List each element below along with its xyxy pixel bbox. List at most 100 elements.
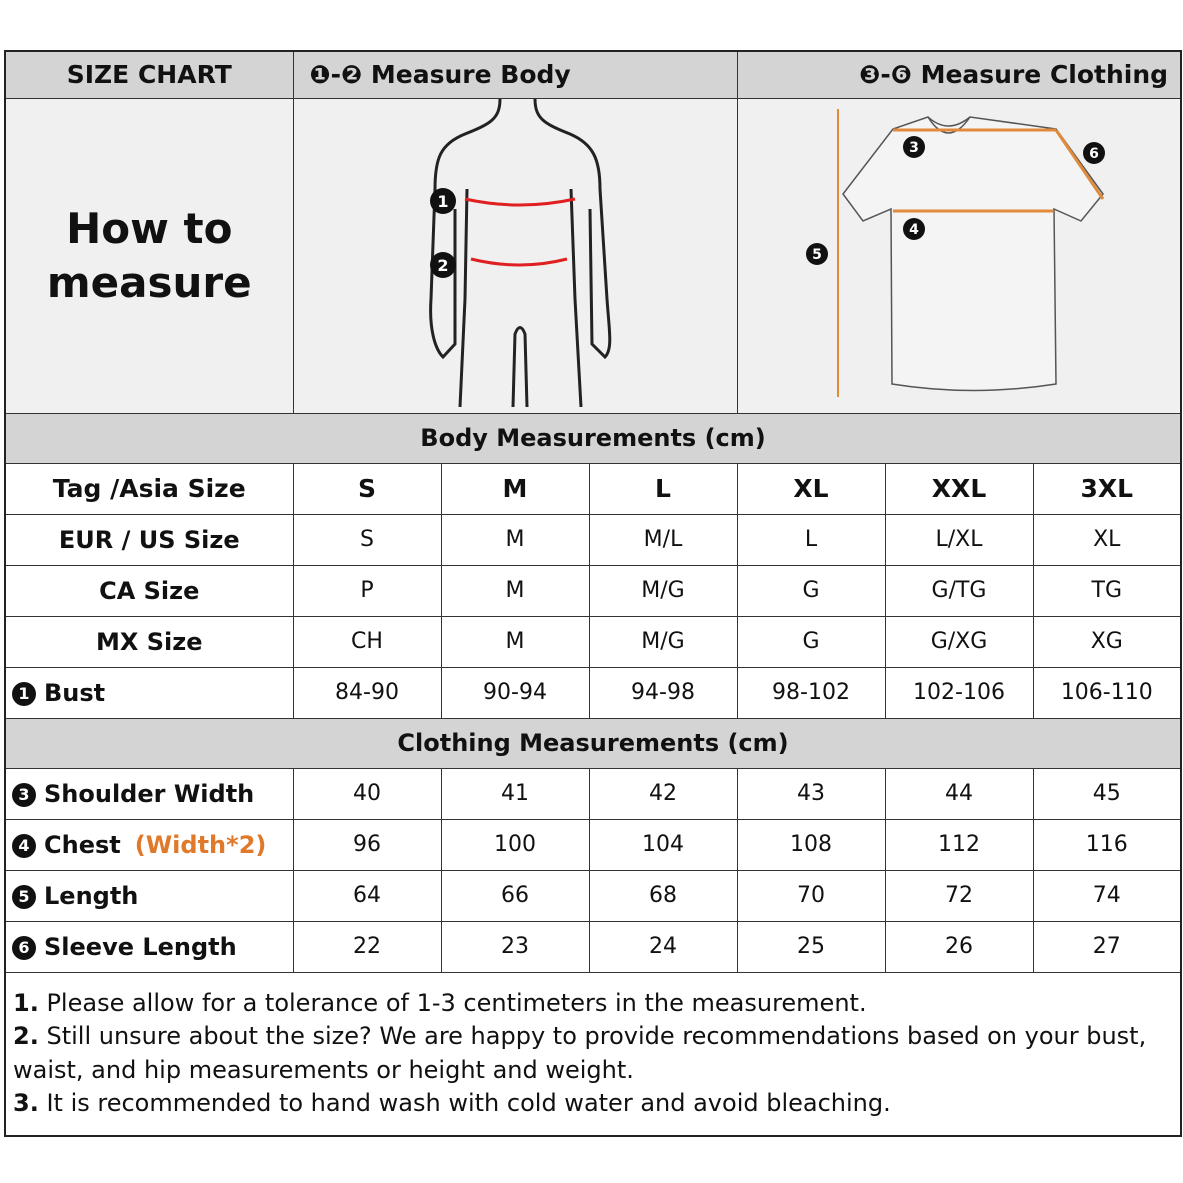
table-cell: M xyxy=(440,462,590,515)
table-cell: M/G xyxy=(588,615,738,668)
note-item: 1. Please allow for a tolerance of 1-3 c… xyxy=(13,987,1173,1021)
table-cell: 43 xyxy=(736,767,886,820)
how-to-measure: How to measure xyxy=(46,203,252,307)
size-chart-table: SIZE CHART ❶-❷ Measure Body ❸-❻ Measure … xyxy=(4,50,1183,1137)
table-cell: 112 xyxy=(884,818,1034,871)
table-cell: 94-98 xyxy=(588,666,738,719)
table-row: CA Size P M M/G G G/TG TG xyxy=(4,564,1182,617)
size-chart-title: SIZE CHART xyxy=(4,50,294,99)
table-cell: CH xyxy=(292,615,442,668)
row-label: MX Size xyxy=(96,627,203,656)
table-cell: 116 xyxy=(1032,818,1182,871)
row-label: Bust xyxy=(44,678,106,707)
row-label: EUR / US Size xyxy=(58,525,240,554)
marker-2: 2 xyxy=(437,256,448,275)
table-row: 4 Chest (Width*2) 96 100 104 108 112 116 xyxy=(4,818,1182,871)
table-cell: 45 xyxy=(1032,767,1182,820)
row-label: Length xyxy=(44,881,139,910)
table-cell: G/XG xyxy=(884,615,1034,668)
table-cell: 27 xyxy=(1032,920,1182,973)
row-label: Sleeve Length xyxy=(44,932,237,961)
table-cell: G xyxy=(736,564,886,617)
table-cell: 66 xyxy=(440,869,590,922)
table-cell: XXL xyxy=(884,462,1034,515)
table-row: EUR / US Size S M M/L L L/XL XL xyxy=(4,513,1182,566)
table-cell: M/L xyxy=(588,513,738,566)
number-badge: 5 xyxy=(12,884,36,909)
table-cell: L/XL xyxy=(884,513,1034,566)
notes: 1. Please allow for a tolerance of 1-3 c… xyxy=(4,971,1182,1136)
table-row: MX Size CH M M/G G G/XG XG xyxy=(4,615,1182,668)
table-cell: 3XL xyxy=(1032,462,1182,515)
svg-text:5: 5 xyxy=(812,247,822,263)
table-cell: XG xyxy=(1032,615,1182,668)
table-cell: S xyxy=(292,462,442,515)
table-cell: 42 xyxy=(588,767,738,820)
table-cell: 98-102 xyxy=(736,666,886,719)
note-item: 2. Still unsure about the size? We are h… xyxy=(13,1020,1173,1087)
table-cell: G xyxy=(736,615,886,668)
table-cell: 40 xyxy=(292,767,442,820)
table-cell: M xyxy=(440,615,590,668)
body-measurements-title: Body Measurements (cm) xyxy=(4,412,1182,464)
row-label: Chest xyxy=(44,830,121,859)
table-cell: 64 xyxy=(292,869,442,922)
note-text: Please allow for a tolerance of 1-3 cent… xyxy=(38,988,867,1017)
number-badge: 6 xyxy=(12,935,36,960)
table-cell: 100 xyxy=(440,818,590,871)
table-cell: 96 xyxy=(292,818,442,871)
note-text: It is recommended to hand wash with cold… xyxy=(38,1089,891,1117)
table-cell: 72 xyxy=(884,869,1034,922)
table-cell: 102-106 xyxy=(884,666,1034,719)
table-cell: G/TG xyxy=(884,564,1034,617)
note-number: 1. xyxy=(13,988,39,1017)
shirt-figure: 3 4 5 6 xyxy=(805,108,1105,397)
table-cell: TG xyxy=(1032,564,1182,617)
table-cell: 70 xyxy=(736,869,886,922)
table-cell: 106-110 xyxy=(1032,666,1182,719)
table-cell: L xyxy=(588,462,738,515)
row-label: CA Size xyxy=(99,576,200,605)
svg-text:4: 4 xyxy=(909,222,919,238)
body-figure: 1 2 xyxy=(429,98,612,407)
table-cell: 23 xyxy=(440,920,590,973)
table-row: 6 Sleeve Length 22 23 24 25 26 27 xyxy=(4,920,1182,973)
row-label: Tag /Asia Size xyxy=(52,474,246,503)
table-cell: 104 xyxy=(588,818,738,871)
note-number: 3. xyxy=(13,1089,39,1117)
number-badge: 3 xyxy=(12,782,36,807)
measure-body-label: ❶-❷ Measure Body xyxy=(292,50,738,99)
table-cell: S xyxy=(292,513,442,566)
svg-text:6: 6 xyxy=(1089,146,1099,162)
table-cell: M/G xyxy=(588,564,738,617)
table-cell: 25 xyxy=(736,920,886,973)
table-cell: P xyxy=(292,564,442,617)
note-number: 2. xyxy=(13,1022,39,1050)
note-item: 3. It is recommended to hand wash with c… xyxy=(13,1087,1173,1121)
measure-clothing-label: ❸-❻ Measure Clothing xyxy=(736,50,1182,99)
table-cell: M xyxy=(440,513,590,566)
table-row: 5 Length 64 66 68 70 72 74 xyxy=(4,869,1182,922)
table-cell: 24 xyxy=(588,920,738,973)
table-cell: 26 xyxy=(884,920,1034,973)
clothing-measurements-title: Clothing Measurements (cm) xyxy=(4,717,1182,769)
table-row: 3 Shoulder Width 40 41 42 43 44 45 xyxy=(4,767,1182,820)
row-label: Shoulder Width xyxy=(44,779,255,808)
number-badge: 1 xyxy=(12,681,36,706)
table-cell: 90-94 xyxy=(440,666,590,719)
table-cell: 44 xyxy=(884,767,1034,820)
table-cell: L xyxy=(736,513,886,566)
table-row: Tag /Asia Size S M L XL XXL 3XL xyxy=(4,462,1182,515)
table-row: 1 Bust 84-90 90-94 94-98 98-102 102-106 106-110 xyxy=(4,666,1182,719)
table-cell: 108 xyxy=(736,818,886,871)
width-note: (Width*2) xyxy=(134,830,267,859)
table-cell: 41 xyxy=(440,767,590,820)
table-cell: 84-90 xyxy=(292,666,442,719)
table-cell: 74 xyxy=(1032,869,1182,922)
table-cell: XL xyxy=(736,462,886,515)
note-text: Still unsure about the size? We are happ… xyxy=(13,1022,1147,1084)
number-badge: 4 xyxy=(12,833,36,858)
table-cell: XL xyxy=(1032,513,1182,566)
svg-text:3: 3 xyxy=(909,140,919,156)
table-cell: 22 xyxy=(292,920,442,973)
